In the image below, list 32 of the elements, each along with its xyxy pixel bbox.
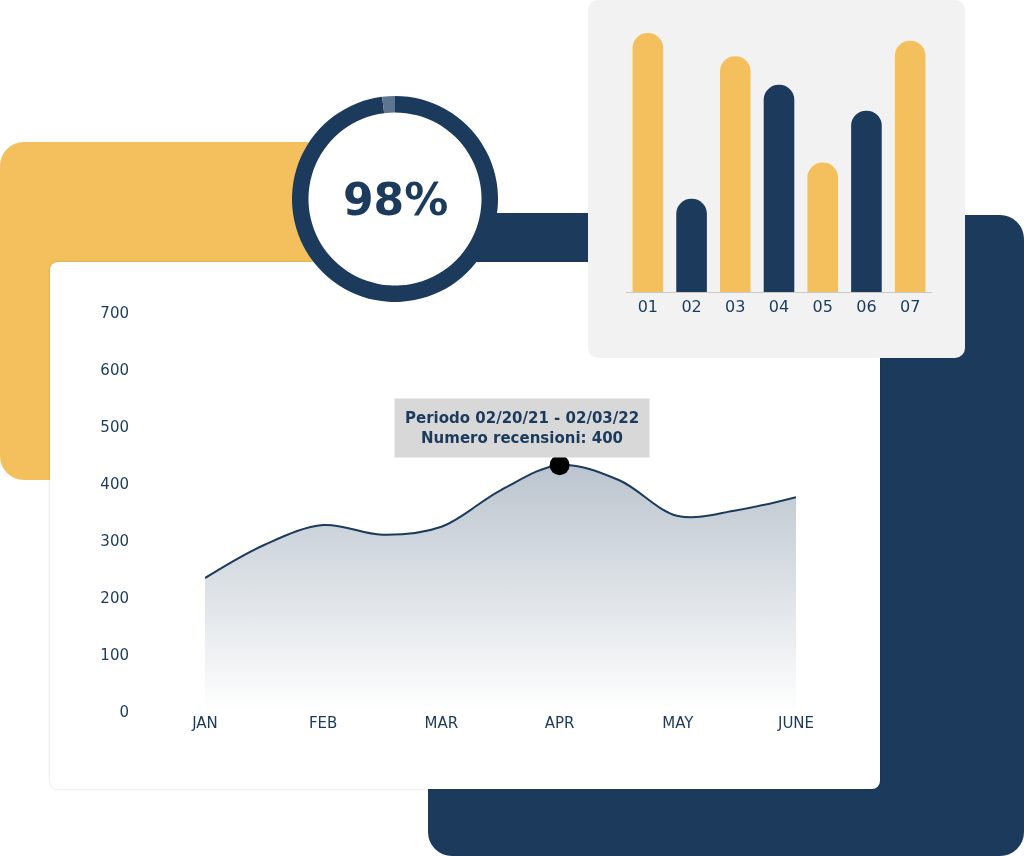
bar — [851, 110, 882, 292]
x-tick-label: MAY — [662, 714, 695, 732]
y-tick-label: 500 — [100, 418, 129, 437]
x-tick-label: JUNE — [776, 714, 815, 732]
bar — [676, 198, 707, 292]
x-tick-label: 05 — [812, 297, 833, 317]
x-tick-label: 02 — [681, 297, 702, 317]
y-tick-label: 700 — [100, 304, 129, 323]
x-tick-label: FEB — [309, 714, 338, 732]
bar — [763, 84, 795, 292]
donut-slice — [382, 96, 395, 114]
bar — [719, 56, 751, 292]
bar — [894, 40, 926, 292]
annotation: Numero recensioni: 400 — [421, 428, 624, 447]
x-tick-label: MAR — [424, 714, 459, 732]
y-tick-label: 400 — [100, 475, 129, 494]
bar — [807, 162, 839, 292]
y-tick-label: 100 — [100, 646, 129, 665]
y-tick-label: 200 — [100, 589, 129, 608]
x-tick-label: APR — [544, 714, 575, 732]
annotation: Periodo 02/20/21 - 02/03/22 — [405, 409, 640, 427]
y-tick-label: 300 — [100, 532, 129, 551]
x-tick-label: JAN — [191, 714, 218, 732]
data-label: 98% — [343, 174, 449, 225]
x-tick-label: 01 — [637, 297, 659, 317]
x-tick-label: 03 — [725, 297, 746, 317]
y-tick-label: 600 — [100, 361, 129, 380]
x-tick-label: 07 — [899, 297, 921, 317]
y-tick-label: 0 — [119, 703, 129, 722]
bar — [632, 33, 664, 292]
x-tick-label: 06 — [856, 297, 877, 317]
x-tick-label: 04 — [768, 297, 790, 317]
